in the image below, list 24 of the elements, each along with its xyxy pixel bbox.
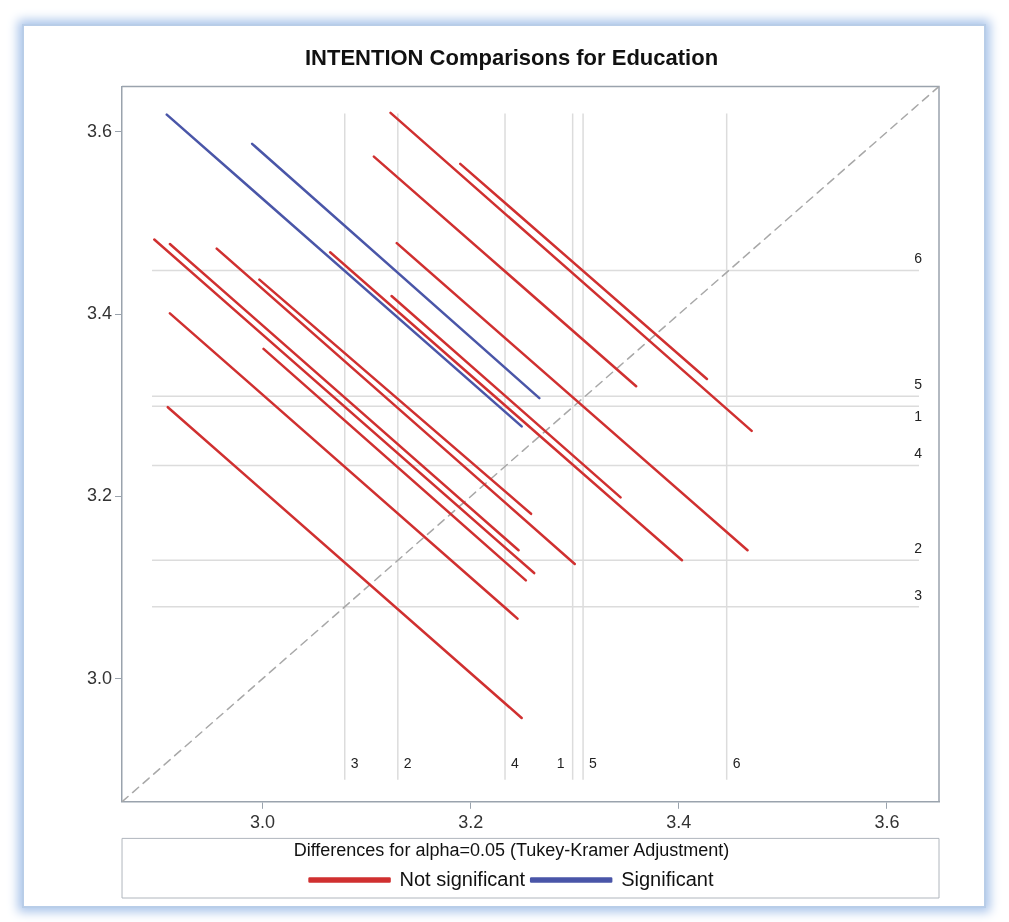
annotation: 6 [914,250,923,267]
x-tick-label: 3.2 [458,811,484,832]
annotation: 5 [589,754,598,771]
x-tick-label: 3.6 [874,811,900,832]
y-tick-label: 3.4 [86,303,113,324]
annotation: 2 [914,540,923,557]
y-tick-label: 3.2 [86,485,113,506]
annotation: 1 [914,408,923,425]
legend-label: Significant [621,867,714,890]
legend-label: Not significant [399,867,526,890]
x-tick-label: 3.4 [666,811,692,832]
annotation: 4 [511,754,520,771]
legend-title: Differences for alpha=0.05 (Tukey-Kramer Adjustment) [293,840,730,861]
annotation: 4 [914,445,923,462]
annotation: 6 [732,754,741,771]
annotation: 3 [914,586,923,603]
chart-title: INTENTION Comparisons for Education [304,45,719,71]
annotation: 2 [403,754,412,771]
annotation: 5 [914,376,923,393]
x-tick-label: 3.0 [250,811,276,832]
annotation: 3 [350,754,359,771]
annotation: 1 [556,754,565,771]
y-tick-label: 3.6 [86,120,113,141]
y-tick-label: 3.0 [86,667,113,688]
